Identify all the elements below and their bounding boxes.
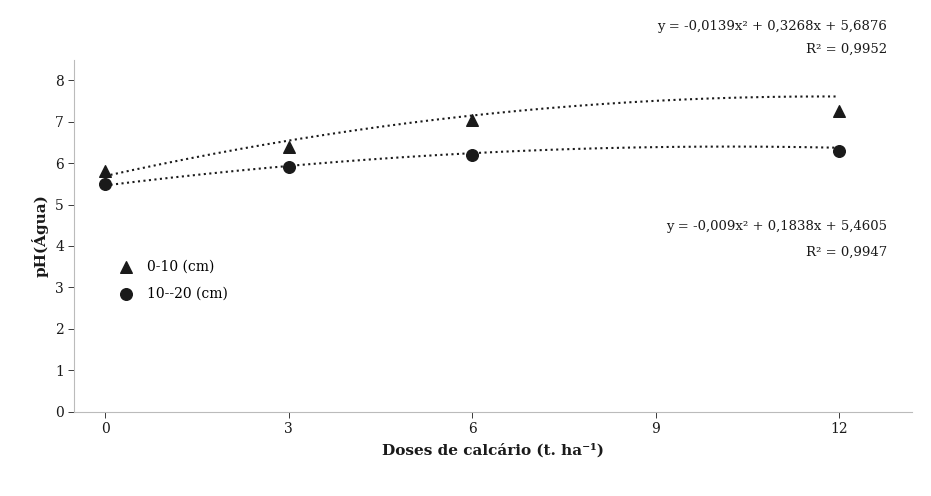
Text: y = -0,0139x² + 0,3268x + 5,6876: y = -0,0139x² + 0,3268x + 5,6876 bbox=[657, 20, 887, 33]
Text: R² = 0,9952: R² = 0,9952 bbox=[806, 43, 887, 56]
0-10 (cm) bbox=[831, 107, 846, 115]
10--20 (cm) bbox=[465, 151, 479, 159]
0-10 (cm) bbox=[281, 142, 296, 150]
X-axis label: Doses de calcário (t. ha⁻¹): Doses de calcário (t. ha⁻¹) bbox=[383, 443, 604, 457]
Legend: 0-10 (cm), 10--20 (cm): 0-10 (cm), 10--20 (cm) bbox=[106, 254, 234, 306]
Y-axis label: pH(Água): pH(Água) bbox=[32, 194, 48, 277]
Text: R² = 0,9947: R² = 0,9947 bbox=[806, 246, 887, 259]
Text: y = -0,009x² + 0,1838x + 5,4605: y = -0,009x² + 0,1838x + 5,4605 bbox=[667, 220, 887, 233]
0-10 (cm) bbox=[465, 116, 479, 124]
10--20 (cm) bbox=[281, 163, 296, 171]
0-10 (cm) bbox=[98, 168, 113, 176]
10--20 (cm) bbox=[831, 147, 846, 155]
10--20 (cm) bbox=[98, 180, 113, 188]
